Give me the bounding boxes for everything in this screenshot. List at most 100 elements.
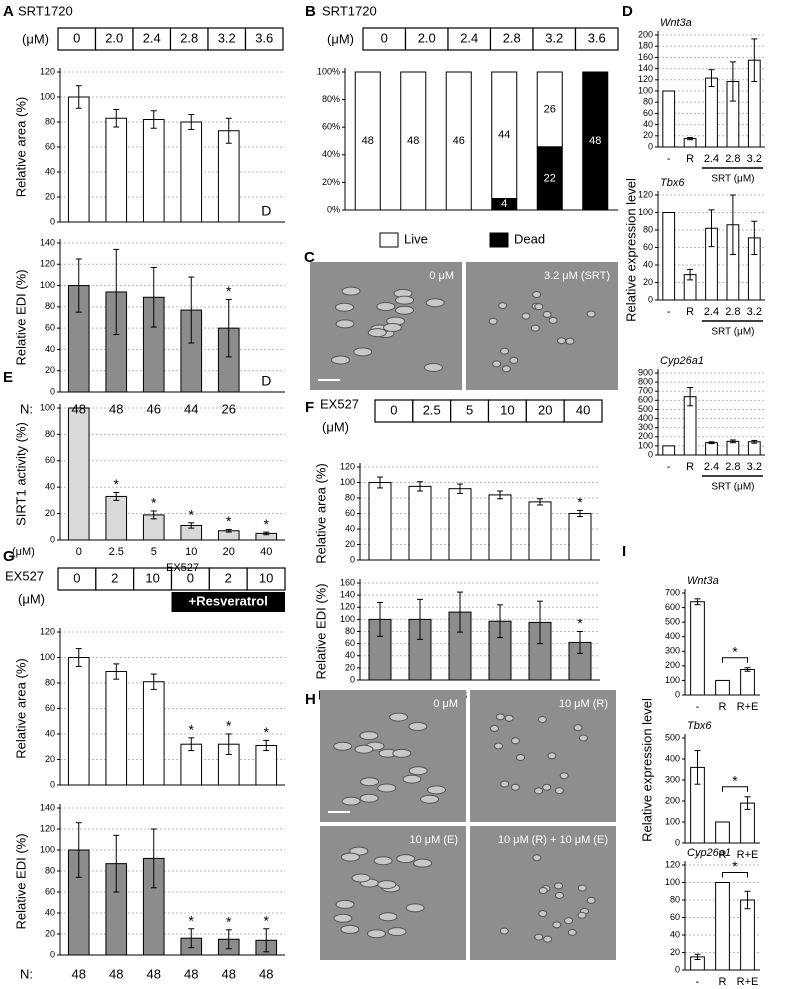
bar (217, 130, 240, 223)
embryo (489, 724, 499, 732)
error-bar (377, 476, 383, 489)
y-tick-label: 120 (340, 602, 355, 612)
y-tick-label: 0% (327, 204, 340, 214)
dose-value: 5 (466, 402, 473, 417)
dose-value: 2.4 (460, 30, 478, 45)
embryo (341, 796, 361, 806)
bar (662, 445, 676, 456)
embryo (532, 290, 542, 298)
panel-label: C (304, 249, 315, 266)
embryo (565, 337, 575, 345)
embryo (334, 302, 354, 312)
y-tick-label: 80 (45, 677, 55, 687)
micrograph-label: 3.2 μM (SRT) (544, 270, 610, 282)
embryo (389, 712, 409, 722)
x-tick-label: 2.8 (725, 153, 740, 165)
y-tick-label: 60 (345, 508, 355, 518)
embryo (557, 337, 567, 345)
panel-label: D (622, 3, 633, 20)
dose-title: SRT1720 (322, 3, 377, 18)
bar (67, 657, 90, 786)
y-tick-label: 140 (40, 237, 55, 247)
bar (705, 77, 718, 148)
significance: * (226, 718, 232, 734)
bar-label: 46 (453, 135, 465, 147)
significance: * (264, 912, 270, 928)
embryo (340, 852, 360, 862)
y-tick-label: 120 (340, 461, 355, 471)
n-value: 48 (109, 401, 123, 416)
dose-value: 0 (390, 402, 397, 417)
dose-value: 2.0 (418, 30, 436, 45)
chart-title: Cyp26a1 (660, 355, 704, 367)
embryo (351, 873, 371, 883)
y-tick-label: 40 (670, 929, 680, 939)
y-tick-label: 60 (45, 141, 55, 151)
y-tick-label: 60 (643, 108, 653, 118)
y-axis-label: Relative area (%) (13, 658, 28, 758)
y-tick-label: 160 (638, 52, 653, 62)
bar-segment (536, 71, 563, 148)
y-tick-label: 20 (45, 928, 55, 938)
dose-title: EX527 (320, 396, 359, 411)
dose-value: 0 (73, 570, 80, 585)
bracket (722, 872, 748, 878)
error-bar (188, 737, 195, 752)
embryo (335, 899, 355, 909)
bracket (722, 786, 748, 792)
embryo (538, 910, 548, 918)
error-bar (751, 439, 758, 444)
bar (662, 90, 676, 148)
significance: * (189, 912, 195, 928)
y-tick-label: 80 (45, 865, 55, 875)
embryo (360, 777, 380, 787)
y-tick-label: 600 (665, 602, 680, 612)
y-tick-label: 600 (638, 395, 653, 405)
dose-unit: (μM) (18, 591, 45, 606)
embryo (392, 748, 412, 758)
y-tick-label: 20% (322, 177, 340, 187)
embryo (395, 295, 415, 305)
n-label: N: (20, 966, 33, 981)
panel-label: G (3, 548, 15, 565)
legend-label: Dead (514, 231, 545, 246)
dose-title: EX527 (5, 568, 44, 583)
embryo (366, 929, 386, 939)
embryo (554, 882, 564, 890)
micrograph (466, 262, 618, 390)
embryo (494, 742, 504, 750)
significance: * (226, 283, 232, 299)
error-bar (751, 220, 758, 255)
x-tick-label: 10 (185, 546, 197, 558)
x-tick-label: 40 (260, 546, 272, 558)
y-tick-label: 0 (350, 674, 355, 684)
error-bar (497, 604, 503, 639)
x-axis-label: EX527 (166, 562, 199, 574)
y-tick-label: 20 (45, 365, 55, 375)
error-bar (75, 258, 82, 313)
embryo (330, 355, 350, 365)
significance: * (226, 513, 232, 529)
bar (142, 119, 165, 223)
error-bar (263, 531, 270, 536)
bracket (722, 657, 748, 663)
legend-swatch (379, 232, 399, 248)
dose-value: 10 (500, 402, 514, 417)
y-tick-label: 100 (40, 280, 55, 290)
dose-value: 2.0 (105, 30, 123, 45)
y-tick-label: 120 (638, 189, 653, 199)
y-tick-label: 120 (40, 823, 55, 833)
error-bar (417, 481, 423, 492)
y-tick-label: 60% (322, 122, 340, 132)
bar (67, 96, 90, 223)
panel-label: B (305, 3, 316, 20)
embryo (573, 724, 583, 732)
n-value: 48 (72, 966, 86, 981)
embryo (564, 917, 574, 925)
y-tick-label: 800 (638, 376, 653, 386)
x-tick-label: - (696, 976, 700, 988)
y-tick-label: 200 (665, 660, 680, 670)
n-value: 48 (184, 966, 198, 981)
y-tick-label: 500 (638, 404, 653, 414)
y-tick-label: 40 (643, 119, 653, 129)
